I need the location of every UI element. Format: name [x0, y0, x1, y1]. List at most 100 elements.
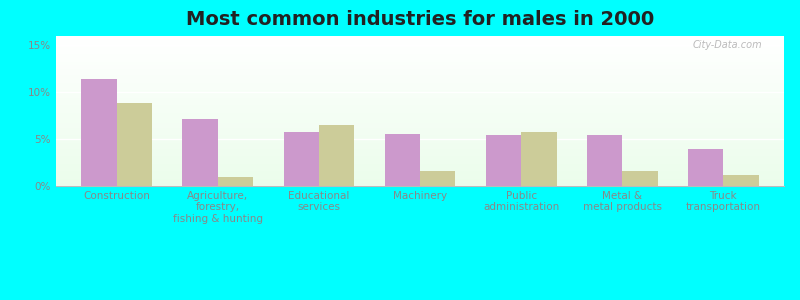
Bar — [56, 164, 784, 165]
Bar — [56, 106, 784, 108]
Text: City-Data.com: City-Data.com — [693, 40, 762, 50]
Bar — [56, 96, 784, 98]
Bar — [56, 40, 784, 42]
Bar — [56, 50, 784, 51]
Bar — [56, 57, 784, 58]
Bar — [56, 98, 784, 99]
Bar — [56, 174, 784, 176]
Bar — [56, 172, 784, 174]
Bar — [56, 64, 784, 66]
Bar — [319, 125, 354, 186]
Bar — [56, 39, 784, 40]
Bar — [56, 105, 784, 106]
Bar — [56, 81, 784, 82]
Bar — [56, 183, 784, 184]
Bar — [56, 144, 784, 146]
Bar — [56, 58, 784, 60]
Bar — [56, 112, 784, 114]
Bar — [56, 158, 784, 159]
Bar — [56, 85, 784, 87]
Bar — [56, 72, 784, 74]
Bar — [56, 116, 784, 117]
Bar — [56, 92, 784, 93]
Bar — [56, 80, 784, 81]
Bar — [56, 75, 784, 76]
Bar — [56, 177, 784, 178]
Bar — [56, 135, 784, 136]
Bar — [56, 60, 784, 61]
Bar — [56, 68, 784, 69]
Bar — [723, 175, 758, 186]
Bar — [56, 74, 784, 75]
Bar — [56, 108, 784, 110]
Bar — [117, 103, 152, 186]
Bar — [56, 103, 784, 105]
Bar — [56, 180, 784, 182]
Bar — [56, 130, 784, 132]
Bar — [283, 132, 319, 186]
Bar — [56, 167, 784, 168]
Bar — [56, 165, 784, 166]
Bar — [56, 111, 784, 112]
Bar — [56, 99, 784, 100]
Bar — [56, 122, 784, 123]
Bar — [56, 46, 784, 48]
Bar — [56, 150, 784, 152]
Bar — [56, 169, 784, 171]
Bar — [56, 152, 784, 153]
Bar — [420, 171, 455, 186]
Bar — [56, 94, 784, 96]
Bar — [218, 177, 253, 186]
Bar — [56, 182, 784, 183]
Bar — [587, 135, 622, 186]
Bar — [56, 140, 784, 141]
Bar — [56, 84, 784, 86]
Bar — [56, 70, 784, 72]
Bar — [56, 93, 784, 94]
Bar — [56, 128, 784, 129]
Bar — [56, 141, 784, 142]
Bar — [56, 146, 784, 147]
Bar — [56, 142, 784, 144]
Bar — [56, 69, 784, 70]
Bar — [56, 153, 784, 154]
Bar — [56, 168, 784, 170]
Title: Most common industries for males in 2000: Most common industries for males in 2000 — [186, 10, 654, 29]
Bar — [56, 82, 784, 84]
Bar — [56, 184, 784, 186]
Bar — [56, 76, 784, 78]
Bar — [56, 134, 784, 135]
Bar — [521, 132, 557, 186]
Bar — [56, 136, 784, 138]
Bar — [56, 66, 784, 68]
Bar — [385, 134, 420, 186]
Bar — [56, 102, 784, 104]
Bar — [56, 61, 784, 63]
Bar — [82, 79, 117, 186]
Bar — [56, 48, 784, 50]
Bar — [56, 51, 784, 52]
Bar — [56, 171, 784, 172]
Bar — [56, 162, 784, 164]
Bar — [56, 44, 784, 45]
Bar — [56, 78, 784, 80]
Bar — [56, 132, 784, 134]
Bar — [56, 129, 784, 130]
Bar — [56, 88, 784, 90]
Bar — [56, 45, 784, 46]
Bar — [688, 148, 723, 186]
Bar — [56, 147, 784, 148]
Bar — [56, 154, 784, 156]
Bar — [56, 100, 784, 102]
Bar — [56, 160, 784, 162]
Bar — [56, 126, 784, 128]
Bar — [56, 178, 784, 180]
Bar — [56, 114, 784, 116]
Bar — [56, 123, 784, 124]
Bar — [56, 118, 784, 120]
Bar — [56, 63, 784, 64]
Bar — [56, 90, 784, 92]
Bar — [56, 159, 784, 160]
Bar — [56, 120, 784, 122]
Bar — [486, 135, 521, 186]
